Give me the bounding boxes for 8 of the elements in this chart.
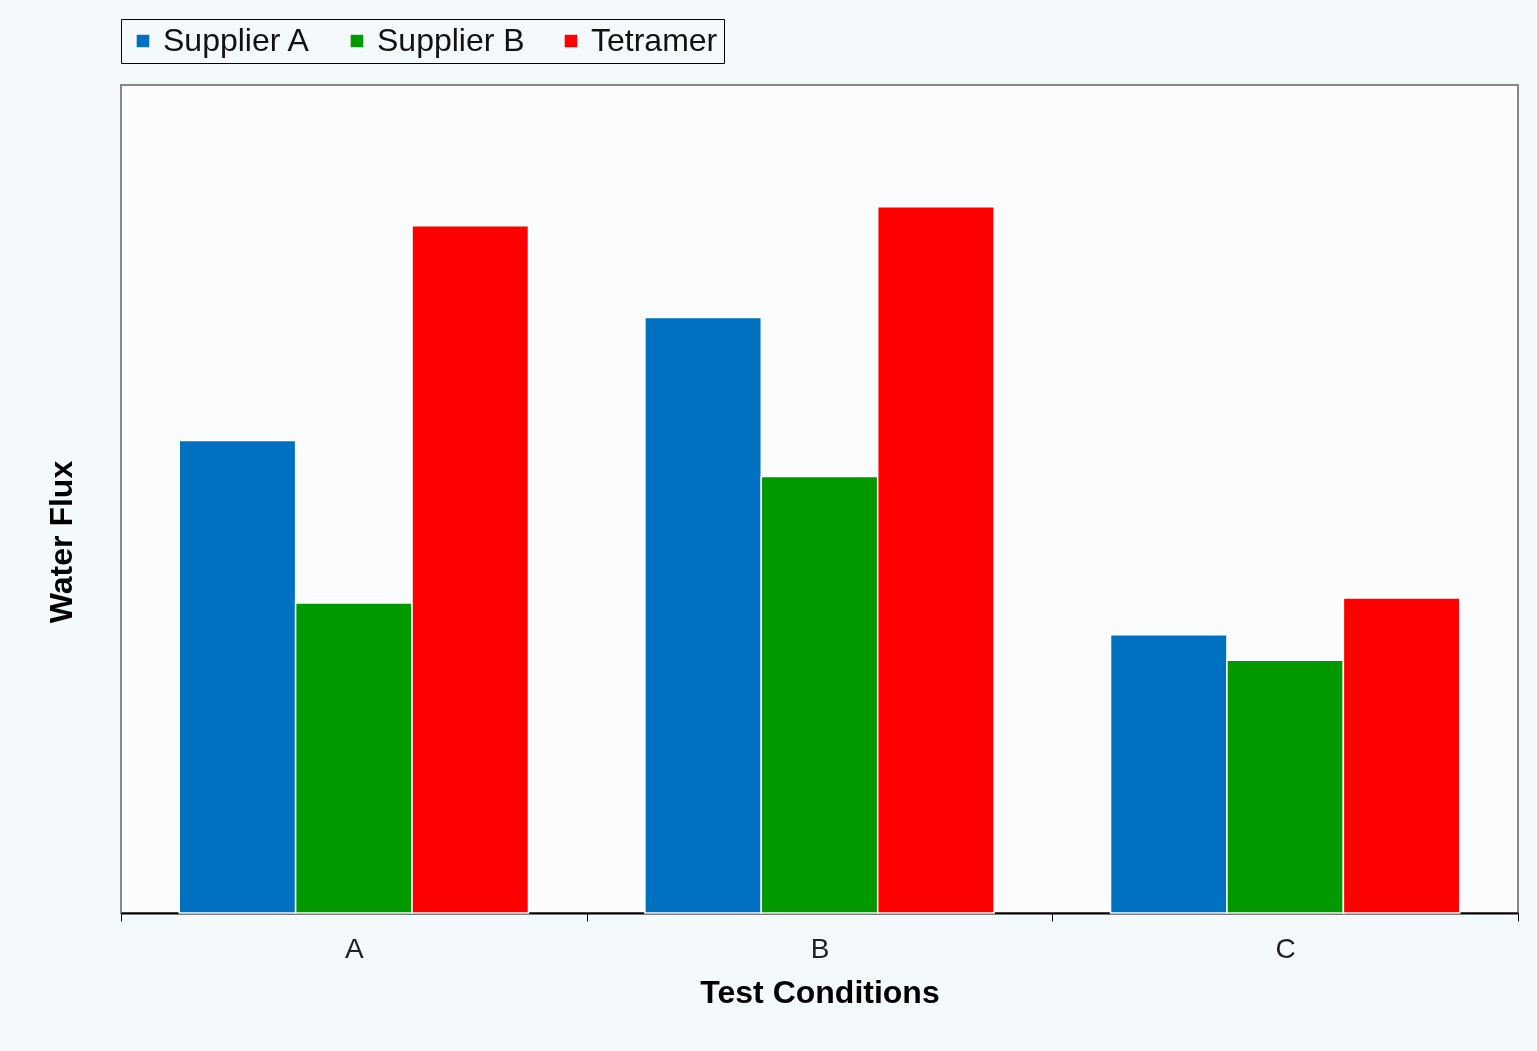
legend-label: Tetramer	[591, 22, 718, 58]
x-axis-title: Test Conditions	[700, 973, 940, 1010]
legend-label: Supplier A	[163, 22, 310, 58]
x-tick-label: B	[810, 932, 830, 964]
y-axis-title: Water Flux	[43, 460, 79, 624]
x-tick-label: A	[344, 932, 364, 964]
legend-label: Supplier B	[377, 22, 525, 58]
x-tick-label: C	[1275, 932, 1296, 964]
